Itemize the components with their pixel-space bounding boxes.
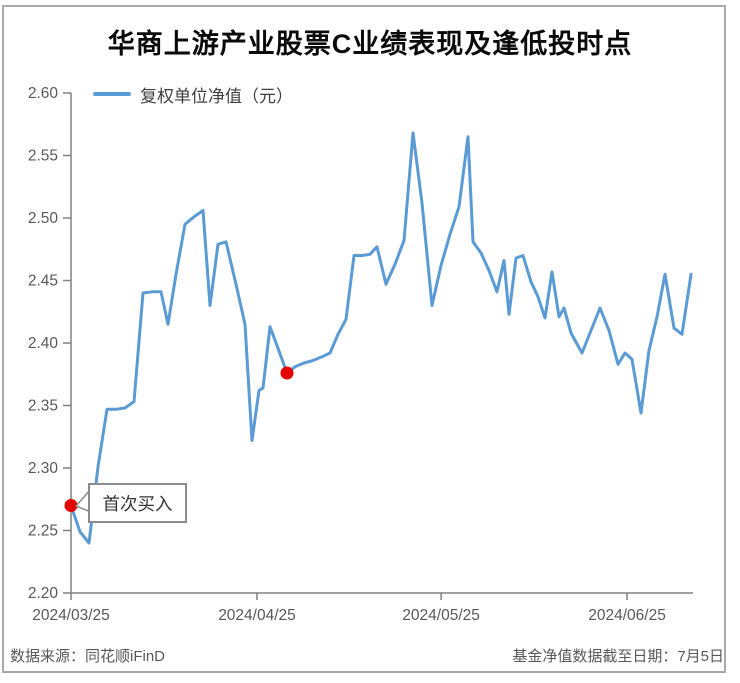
y-tick-label: 2.20 xyxy=(28,585,59,602)
legend: 复权单位净值（元） xyxy=(93,83,293,106)
y-tick-label: 2.60 xyxy=(28,85,59,102)
data-source-text: 数据来源：同花顺iFinD xyxy=(10,648,166,665)
first-buy-annotation: 首次买入 xyxy=(88,483,187,523)
x-tick-label: 2024/04/25 xyxy=(218,607,296,624)
y-tick-label: 2.45 xyxy=(28,273,58,290)
y-tick-label: 2.55 xyxy=(28,148,58,165)
y-tick-label: 2.50 xyxy=(28,210,59,227)
x-tick-label: 2024/05/25 xyxy=(402,607,480,624)
data-cutoff-text: 基金净值数据截至日期：7月5日 xyxy=(512,648,724,665)
nav-line xyxy=(69,131,693,545)
y-tick-label: 2.25 xyxy=(28,523,58,540)
y-tick-label: 2.30 xyxy=(28,460,59,477)
x-tick-label: 2024/06/25 xyxy=(588,607,666,624)
buy-marker xyxy=(64,499,78,512)
y-tick-label: 2.35 xyxy=(28,398,58,415)
legend-line-swatch xyxy=(93,92,131,96)
chart-frame xyxy=(2,5,726,673)
y-tick-label: 2.40 xyxy=(28,335,59,352)
legend-label: 复权单位净值（元） xyxy=(140,86,293,106)
chart-title: 华商上游产业股票C业绩表现及逢低投时点 xyxy=(107,29,633,59)
buy-marker xyxy=(280,366,294,380)
x-tick-label: 2024/03/25 xyxy=(32,607,110,624)
